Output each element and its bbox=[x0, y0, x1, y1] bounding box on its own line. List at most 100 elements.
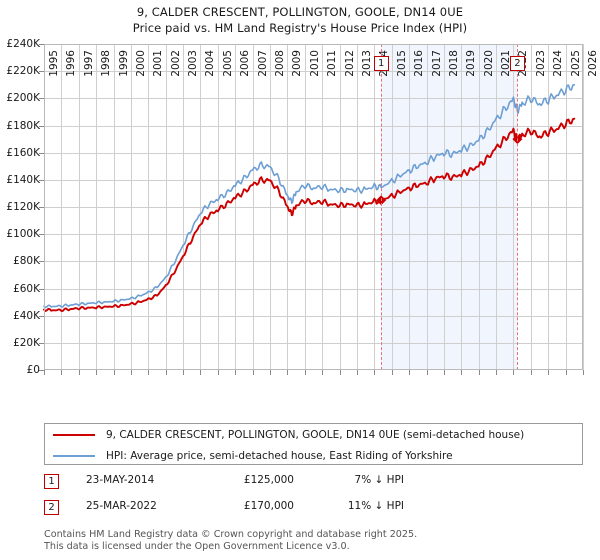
y-axis-tick bbox=[39, 370, 44, 371]
y-axis-tick bbox=[39, 315, 44, 317]
gridline-vertical bbox=[235, 44, 237, 370]
x-axis-tick bbox=[113, 370, 115, 375]
y-axis-tick-label: £60K bbox=[13, 282, 40, 295]
y-axis-tick bbox=[39, 152, 44, 154]
y-axis-tick bbox=[39, 234, 44, 236]
gridline-vertical bbox=[513, 44, 515, 370]
gridline-vertical bbox=[478, 44, 480, 370]
gridline-vertical bbox=[78, 44, 80, 370]
y-axis-tick-label: £240K bbox=[6, 38, 40, 50]
gridline-horizontal bbox=[44, 234, 583, 236]
y-axis-tick-label: £20K bbox=[13, 336, 40, 349]
gridline-horizontal bbox=[44, 125, 583, 127]
x-axis-tick bbox=[148, 370, 150, 375]
gridline-vertical bbox=[565, 44, 567, 370]
gridline-vertical bbox=[426, 44, 428, 370]
x-axis-tick bbox=[356, 370, 358, 375]
x-axis-tick bbox=[235, 370, 237, 375]
y-axis-tick-label: £140K bbox=[6, 173, 40, 186]
legend-swatch-hpi bbox=[53, 454, 95, 457]
x-axis-tick bbox=[461, 370, 463, 375]
x-axis-tick bbox=[513, 370, 515, 375]
gridline-vertical bbox=[322, 44, 324, 370]
y-axis-tick-label: £120K bbox=[6, 201, 40, 213]
gridline-vertical bbox=[391, 44, 393, 370]
title-line-2: Price paid vs. HM Land Registry's House … bbox=[132, 21, 468, 35]
legend-label-hpi: HPI: Average price, semi-detached house,… bbox=[106, 449, 453, 462]
event-marker-badge[interactable]: 1 bbox=[373, 56, 389, 71]
gridline-horizontal bbox=[44, 261, 583, 263]
y-axis-tick-label: £100K bbox=[6, 228, 40, 241]
event-vertical-line bbox=[517, 44, 519, 370]
y-axis-tick-label: £200K bbox=[6, 92, 40, 105]
x-axis-tick-label: 2026 bbox=[587, 50, 599, 77]
x-axis-tick bbox=[496, 370, 498, 375]
y-axis-tick-label: £0 bbox=[26, 364, 40, 376]
gridline-vertical bbox=[113, 44, 115, 370]
x-axis-tick bbox=[322, 370, 324, 375]
transaction-hpi-delta: 7% ↓ HPI bbox=[354, 474, 404, 486]
transaction-index-badge: 1 bbox=[44, 474, 59, 489]
y-axis-tick-label: £220K bbox=[6, 65, 40, 78]
y-axis-tick bbox=[39, 342, 44, 344]
gridline-horizontal bbox=[44, 315, 583, 317]
y-axis-tick-label: £160K bbox=[6, 146, 40, 159]
gridline-vertical bbox=[200, 44, 202, 370]
gridline-vertical bbox=[96, 44, 98, 370]
gridline-horizontal bbox=[44, 207, 583, 208]
x-axis-tick bbox=[287, 370, 289, 375]
x-axis-tick bbox=[61, 370, 63, 375]
footer-line-2: This data is licensed under the Open Gov… bbox=[44, 540, 350, 552]
gridline-vertical bbox=[252, 44, 254, 370]
x-axis-tick bbox=[165, 370, 167, 375]
gridline-vertical bbox=[356, 44, 358, 370]
chart-plot-area: £0 £20K £40K £60K £80K £100K £120K £140K £160K £1… bbox=[6, 38, 599, 376]
gridline-vertical bbox=[461, 44, 463, 370]
gridline-vertical bbox=[548, 44, 550, 370]
x-axis-tick bbox=[217, 370, 219, 375]
gridline-vertical bbox=[583, 44, 584, 370]
footer-attribution: Contains HM Land Registry data © Crown c… bbox=[44, 529, 564, 552]
x-axis-tick bbox=[583, 370, 584, 375]
gridline-vertical bbox=[148, 44, 150, 370]
x-axis-tick bbox=[200, 370, 202, 375]
x-axis-tick bbox=[78, 370, 80, 375]
legend-item-hpi: HPI: Average price, semi-detached house,… bbox=[45, 445, 582, 466]
series-lines bbox=[43, 83, 576, 312]
legend-label-property: 9, CALDER CRESCENT, POLLINGTON, GOOLE, D… bbox=[106, 428, 525, 441]
x-axis-tick bbox=[443, 370, 445, 375]
y-axis-tick bbox=[39, 288, 44, 290]
transactions-table: 1 23-MAY-2014 £125,000 7% ↓ HPI 2 25-MAR… bbox=[44, 472, 504, 524]
hpi-average-line bbox=[43, 83, 576, 309]
x-axis-tick bbox=[374, 370, 376, 375]
y-axis-tick bbox=[39, 98, 44, 100]
x-axis-tick bbox=[409, 370, 411, 375]
event-vertical-line bbox=[381, 44, 383, 370]
y-axis-tick bbox=[39, 71, 44, 73]
x-axis-tick bbox=[339, 370, 341, 375]
gridline-vertical bbox=[165, 44, 167, 370]
x-axis-tick bbox=[426, 370, 428, 375]
x-axis-tick bbox=[565, 370, 567, 375]
y-axis-tick-label: £80K bbox=[13, 255, 40, 268]
gridline-vertical bbox=[130, 44, 132, 370]
transaction-price: £170,000 bbox=[243, 500, 294, 512]
property-price-line bbox=[43, 117, 576, 312]
gridline-vertical bbox=[443, 44, 445, 370]
page-title: 9, CALDER CRESCENT, POLLINGTON, GOOLE, D… bbox=[0, 4, 600, 36]
y-axis-tick bbox=[39, 125, 44, 127]
transaction-date: 23-MAY-2014 bbox=[86, 474, 155, 486]
y-axis-tick bbox=[39, 44, 44, 45]
table-row: 2 25-MAR-2022 £170,000 11% ↓ HPI bbox=[44, 498, 504, 524]
gridline-vertical bbox=[530, 44, 532, 370]
x-axis-tick bbox=[270, 370, 272, 375]
gridline-vertical bbox=[183, 44, 185, 370]
gridline-vertical bbox=[217, 44, 219, 370]
event-marker-badge[interactable]: 2 bbox=[509, 56, 525, 71]
x-axis-tick bbox=[391, 370, 393, 375]
x-axis-tick bbox=[548, 370, 550, 375]
table-row: 1 23-MAY-2014 £125,000 7% ↓ HPI bbox=[44, 472, 504, 498]
x-axis-tick bbox=[478, 370, 480, 375]
x-axis-tick bbox=[130, 370, 132, 375]
gridline-vertical bbox=[496, 44, 498, 370]
